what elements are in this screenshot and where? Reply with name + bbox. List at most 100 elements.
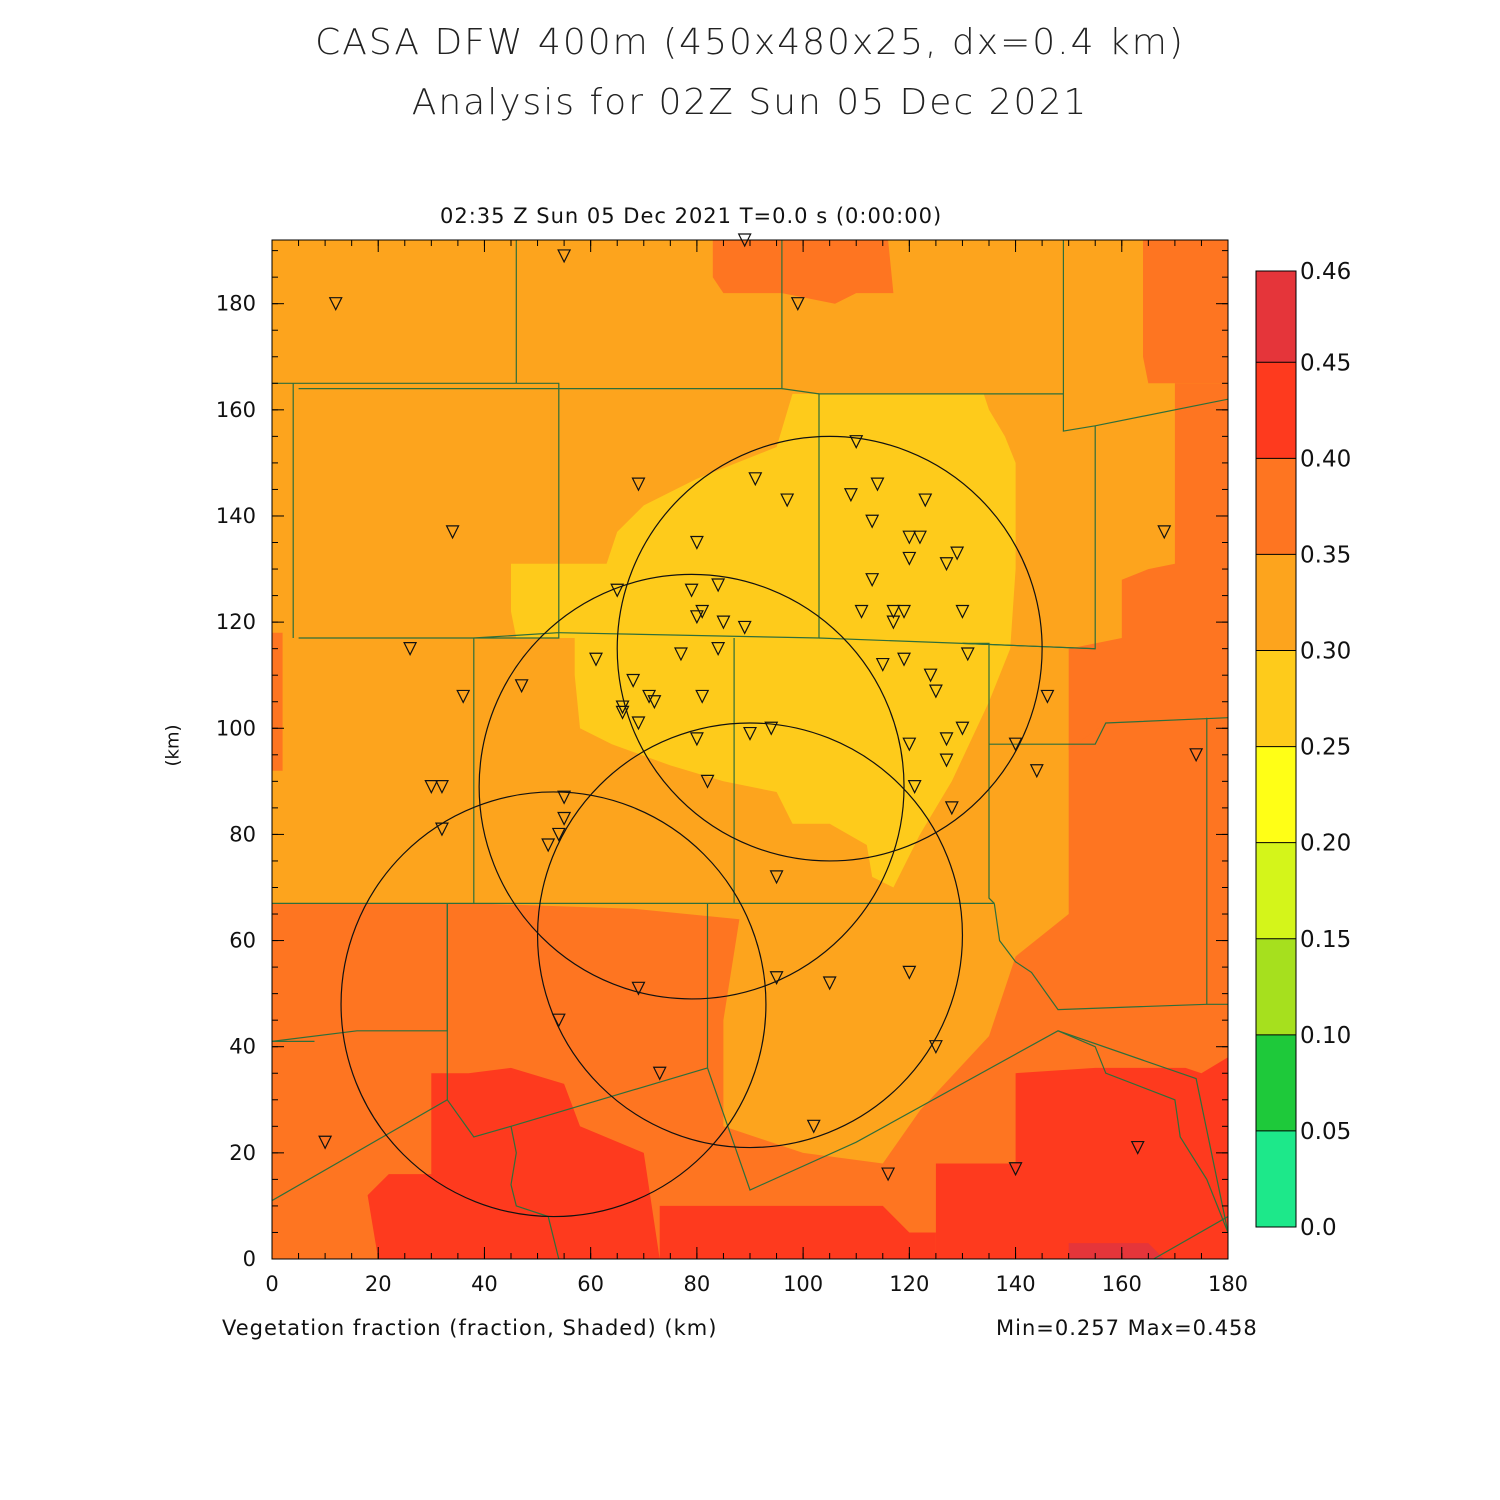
boundary-line-20 xyxy=(446,1067,708,1138)
station-marker-66 xyxy=(541,838,556,853)
station-marker-21 xyxy=(912,530,927,545)
x-tick-label: 120 xyxy=(889,1272,929,1296)
station-marker-20 xyxy=(902,530,917,545)
station-marker-70 xyxy=(1157,525,1172,540)
station-marker-82 xyxy=(881,1167,896,1182)
field-region-east xyxy=(1068,383,1228,750)
station-marker-9 xyxy=(434,780,449,794)
station-marker-64 xyxy=(557,811,572,826)
station-marker-53 xyxy=(689,732,704,747)
station-marker-59 xyxy=(939,753,954,768)
station-marker-77 xyxy=(551,1013,566,1028)
colorbar-label: 0.25 xyxy=(1300,735,1351,761)
station-marker-78 xyxy=(928,1040,943,1055)
station-marker-7 xyxy=(514,679,529,694)
station-marker-47 xyxy=(615,700,630,715)
colorbar-swatch-2 xyxy=(1256,938,1296,1035)
station-marker-43 xyxy=(923,668,938,683)
field-region-max xyxy=(1068,1243,1165,1259)
station-marker-39 xyxy=(589,652,603,667)
x-axis: 0 20 40 60 80 100 120 140 160 180 xyxy=(265,240,1248,1296)
colorbar-label: 0.15 xyxy=(1300,927,1351,953)
station-marker-54 xyxy=(743,726,757,741)
boundary-line-25 xyxy=(1057,1030,1228,1233)
station-marker-60 xyxy=(700,774,715,789)
station-marker-65 xyxy=(551,827,566,842)
station-marker-72 xyxy=(769,870,784,885)
field-region-south-edge xyxy=(659,1205,936,1259)
station-marker-17 xyxy=(865,514,880,529)
boundary-line-9 xyxy=(1062,393,1228,432)
colorbar-label: 0.0 xyxy=(1300,1215,1337,1241)
radar-range-rings xyxy=(340,435,1043,1218)
station-marker-26 xyxy=(610,583,625,598)
station-marker-68 xyxy=(1029,764,1044,779)
county-boundaries xyxy=(272,240,1228,1259)
radar-ring-2 xyxy=(536,722,964,1149)
station-marker-67 xyxy=(1008,737,1023,752)
station-marker-3 xyxy=(790,297,805,312)
station-marker-52 xyxy=(631,716,646,731)
station-marker-46 xyxy=(626,673,641,688)
station-marker-62 xyxy=(944,801,959,816)
station-marker-27 xyxy=(684,583,699,598)
map-title: CASA DFW 400m (450x480x25, dx=0.4 km) xyxy=(315,22,1185,63)
field-region-core xyxy=(511,393,1016,888)
colorbar-label: 0.05 xyxy=(1300,1119,1351,1145)
station-marker-63 xyxy=(557,790,572,805)
x-tick-label: 40 xyxy=(471,1272,498,1296)
x-tick-label: 180 xyxy=(1208,1272,1248,1296)
station-marker-80 xyxy=(806,1119,821,1134)
colorbar-label: 0.45 xyxy=(1300,350,1351,376)
station-marker-56 xyxy=(902,737,917,752)
station-marker-18 xyxy=(918,493,933,508)
station-marker-71 xyxy=(1189,748,1204,763)
station-marker-83 xyxy=(1008,1162,1023,1177)
x-tick-label: 160 xyxy=(1102,1272,1142,1296)
station-marker-31 xyxy=(716,615,731,630)
y-tick-label: 80 xyxy=(229,822,256,846)
station-marker-4 xyxy=(445,525,460,540)
station-marker-51 xyxy=(695,689,710,704)
boundary-line-11 xyxy=(962,642,1096,650)
x-tick-label: 100 xyxy=(783,1272,823,1296)
station-marker-0 xyxy=(557,249,572,264)
station-marker-37 xyxy=(737,620,752,635)
colorbar-swatch-5 xyxy=(1256,650,1296,747)
station-marker-22 xyxy=(902,551,917,566)
station-marker-57 xyxy=(939,732,954,747)
x-tick-label: 60 xyxy=(577,1272,604,1296)
y-tick-label: 20 xyxy=(229,1141,256,1165)
station-marker-48 xyxy=(615,705,630,720)
station-marker-73 xyxy=(631,981,646,996)
station-marker-30 xyxy=(695,604,710,619)
station-marker-75 xyxy=(822,976,837,991)
colorbar-swatch-8 xyxy=(1256,362,1296,459)
y-tick-label: 100 xyxy=(216,716,256,740)
y-tick-label: 40 xyxy=(229,1035,256,1059)
station-marker-38 xyxy=(711,642,726,657)
field-description: Vegetation fraction (fraction, Shaded) (… xyxy=(222,1316,718,1340)
station-marker-35 xyxy=(886,615,901,630)
station-marker-13 xyxy=(780,493,795,508)
station-marker-16 xyxy=(870,477,885,492)
station-markers xyxy=(318,233,1204,1182)
field-region-se-hot xyxy=(935,1057,1228,1259)
station-marker-58 xyxy=(955,721,970,736)
colorbar-swatch-6 xyxy=(1256,554,1296,651)
station-marker-69 xyxy=(1040,689,1055,704)
colorbar-swatch-1 xyxy=(1256,1034,1296,1131)
valid-time-label: 02:35 Z Sun 05 Dec 2021 T=0.0 s (0:00:00… xyxy=(440,204,943,228)
station-marker-44 xyxy=(960,647,975,662)
station-marker-40 xyxy=(673,647,688,662)
station-marker-2 xyxy=(328,297,343,312)
station-marker-33 xyxy=(886,604,901,619)
boundary-line-4 xyxy=(298,388,560,633)
station-marker-8 xyxy=(424,780,439,794)
radar-ring-0 xyxy=(616,435,1043,862)
station-marker-49 xyxy=(642,689,657,704)
station-marker-6 xyxy=(456,689,471,704)
station-marker-29 xyxy=(689,610,704,625)
colorbar: 0.0 0.05 0.10 0.15 0.20 0.25 0.30 0.35 0.40 0.45 0… xyxy=(1255,259,1351,1241)
